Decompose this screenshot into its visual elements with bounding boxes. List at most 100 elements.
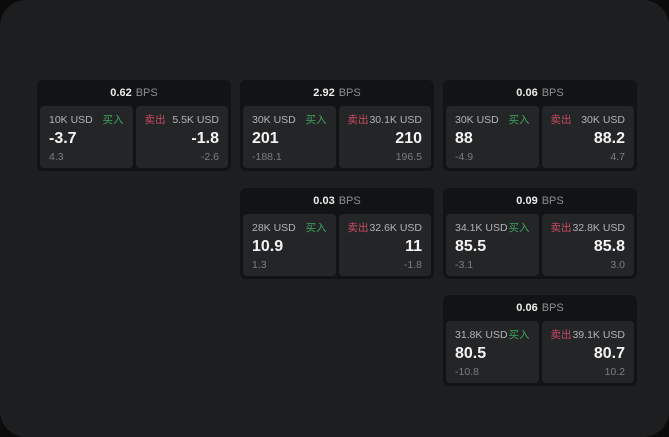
bps-value: 0.06: [516, 302, 538, 314]
sell-amount: 32.8K USD: [572, 221, 625, 234]
sell-panel[interactable]: 卖出 32.8K USD 85.8 3.0: [541, 214, 634, 276]
sell-amount: 32.6K USD: [369, 221, 422, 234]
quote-card: 0.09 BPS 34.1K USD 买入 85.5 -3.1 卖出 32.8K…: [443, 188, 637, 279]
buy-side-label: 买入: [508, 222, 530, 234]
sell-panel-top-row: 卖出 30K USD: [551, 112, 626, 127]
buy-amount: 30K USD: [252, 113, 296, 126]
buy-panel[interactable]: 30K USD 买入 88 -4.9: [446, 106, 539, 168]
sell-panel[interactable]: 卖出 39.1K USD 80.7 10.2: [541, 321, 634, 383]
quote-panels: 34.1K USD 买入 85.5 -3.1 卖出 32.8K USD 85.8…: [446, 214, 634, 276]
buy-side-label: 买入: [508, 329, 530, 341]
sell-amount: 5.5K USD: [172, 113, 219, 126]
quote-card: 0.06 BPS 31.8K USD 买入 80.5 -10.8 卖出 39.1…: [443, 295, 637, 386]
sell-sub-value: 4.7: [610, 150, 625, 163]
sell-sub-value: 3.0: [610, 258, 625, 271]
bps-header: 0.06 BPS: [443, 80, 637, 106]
sell-panel-top-row: 卖出 30.1K USD: [348, 112, 423, 127]
quote-panels: 30K USD 买入 201 -188.1 卖出 30.1K USD 210 1…: [243, 106, 431, 168]
sell-sub-value: 10.2: [604, 365, 625, 378]
buy-side-label: 买入: [305, 114, 327, 126]
sell-price: 88.2: [593, 129, 625, 147]
buy-amount: 31.8K USD: [455, 328, 508, 341]
buy-sub-value: 4.3: [49, 150, 64, 163]
buy-side-label: 买入: [508, 114, 530, 126]
buy-price: 88: [455, 129, 473, 147]
buy-panel-top-row: 30K USD 买入: [252, 112, 327, 127]
sell-price: 80.7: [593, 344, 625, 362]
bps-unit-label: BPS: [135, 87, 158, 99]
bps-unit-label: BPS: [541, 87, 564, 99]
bps-header: 0.06 BPS: [443, 295, 637, 321]
buy-sub-value: -188.1: [252, 150, 282, 163]
sell-side-label: 卖出: [144, 114, 166, 126]
sell-price: 210: [395, 129, 422, 147]
sell-side-label: 卖出: [550, 114, 572, 126]
buy-panel[interactable]: 28K USD 买入 10.9 1.3: [243, 214, 336, 276]
buy-sub-value: -10.8: [455, 365, 479, 378]
sell-sub-value: 196.5: [395, 150, 422, 163]
buy-amount: 10K USD: [49, 113, 93, 126]
buy-panel-top-row: 30K USD 买入: [455, 112, 530, 127]
buy-amount: 30K USD: [455, 113, 499, 126]
sell-panel-top-row: 卖出 5.5K USD: [145, 112, 220, 127]
quote-panels: 30K USD 买入 88 -4.9 卖出 30K USD 88.2 4.7: [446, 106, 634, 168]
quote-panels: 28K USD 买入 10.9 1.3 卖出 32.6K USD 11 -1.8: [243, 214, 431, 276]
quote-card: 2.92 BPS 30K USD 买入 201 -188.1 卖出 30.1K …: [240, 80, 434, 171]
buy-panel-top-row: 10K USD 买入: [49, 112, 124, 127]
sell-panel[interactable]: 卖出 5.5K USD -1.8 -2.6: [135, 106, 228, 168]
sell-side-label: 卖出: [550, 222, 572, 234]
sell-side-label: 卖出: [347, 114, 369, 126]
bps-value: 2.92: [313, 87, 335, 99]
quote-card: 0.06 BPS 30K USD 买入 88 -4.9 卖出 30K USD 8…: [443, 80, 637, 171]
buy-side-label: 买入: [102, 114, 124, 126]
bps-header: 0.62 BPS: [37, 80, 231, 106]
buy-price: 10.9: [252, 237, 284, 255]
sell-panel-top-row: 卖出 32.8K USD: [551, 220, 626, 235]
quote-panels: 10K USD 买入 -3.7 4.3 卖出 5.5K USD -1.8 -2.…: [40, 106, 228, 168]
bps-header: 2.92 BPS: [240, 80, 434, 106]
bps-value: 0.06: [516, 87, 538, 99]
buy-sub-value: -4.9: [455, 150, 474, 163]
buy-panel[interactable]: 31.8K USD 买入 80.5 -10.8: [446, 321, 539, 383]
bps-unit-label: BPS: [338, 195, 361, 207]
sell-panel[interactable]: 卖出 30K USD 88.2 4.7: [541, 106, 634, 168]
sell-price: 11: [405, 237, 422, 255]
buy-sub-value: -3.1: [455, 258, 474, 271]
sell-panel[interactable]: 卖出 30.1K USD 210 196.5: [338, 106, 431, 168]
sell-panel[interactable]: 卖出 32.6K USD 11 -1.8: [338, 214, 431, 276]
buy-panel[interactable]: 10K USD 买入 -3.7 4.3: [40, 106, 133, 168]
buy-price: 201: [252, 129, 279, 147]
bps-value: 0.09: [516, 195, 538, 207]
buy-panel-top-row: 31.8K USD 买入: [455, 327, 530, 342]
sell-panel-top-row: 卖出 32.6K USD: [348, 220, 423, 235]
bps-header: 0.03 BPS: [240, 188, 434, 214]
bps-unit-label: BPS: [338, 87, 361, 99]
buy-side-label: 买入: [305, 222, 327, 234]
sell-sub-value: -2.6: [200, 150, 219, 163]
sell-side-label: 卖出: [550, 329, 572, 341]
quote-panels: 31.8K USD 买入 80.5 -10.8 卖出 39.1K USD 80.…: [446, 321, 634, 383]
buy-price: -3.7: [49, 129, 77, 147]
buy-panel-top-row: 34.1K USD 买入: [455, 220, 530, 235]
buy-sub-value: 1.3: [252, 258, 267, 271]
buy-panel[interactable]: 34.1K USD 买入 85.5 -3.1: [446, 214, 539, 276]
sell-amount: 39.1K USD: [572, 328, 625, 341]
sell-side-label: 卖出: [347, 222, 369, 234]
buy-panel[interactable]: 30K USD 买入 201 -188.1: [243, 106, 336, 168]
sell-amount: 30.1K USD: [369, 113, 422, 126]
buy-panel-top-row: 28K USD 买入: [252, 220, 327, 235]
bps-unit-label: BPS: [541, 302, 564, 314]
sell-price: 85.8: [593, 237, 625, 255]
buy-amount: 28K USD: [252, 221, 296, 234]
bps-value: 0.03: [313, 195, 335, 207]
buy-amount: 34.1K USD: [455, 221, 508, 234]
quote-card: 0.03 BPS 28K USD 买入 10.9 1.3 卖出 32.6K US…: [240, 188, 434, 279]
sell-amount: 30K USD: [581, 113, 625, 126]
bps-header: 0.09 BPS: [443, 188, 637, 214]
quote-card: 0.62 BPS 10K USD 买入 -3.7 4.3 卖出 5.5K USD…: [37, 80, 231, 171]
bps-value: 0.62: [110, 87, 132, 99]
bps-unit-label: BPS: [541, 195, 564, 207]
buy-price: 80.5: [455, 344, 487, 362]
sell-price: -1.8: [191, 129, 219, 147]
